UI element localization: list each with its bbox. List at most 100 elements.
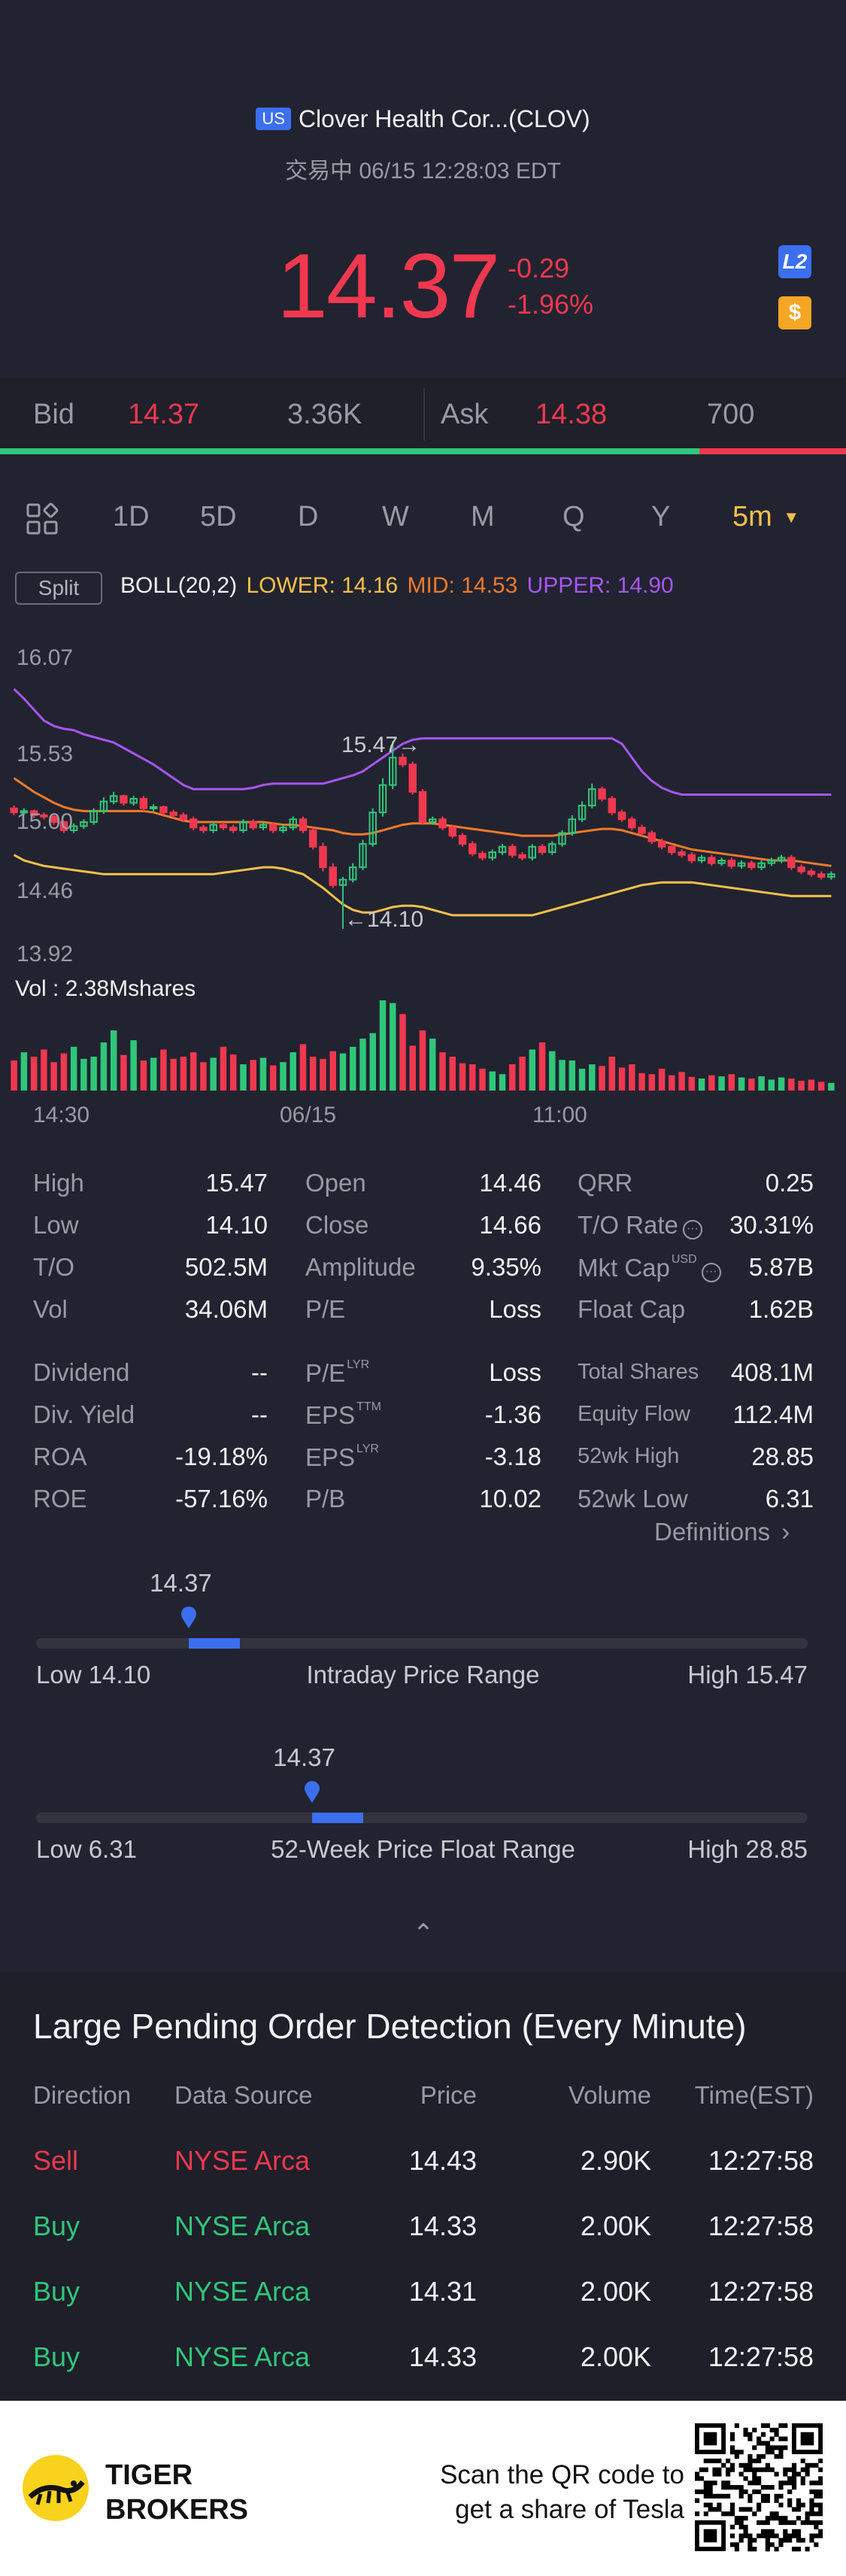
- stat-value: 408.1M: [730, 1358, 814, 1386]
- volume-bar: [828, 1082, 835, 1091]
- candle-body: [289, 818, 297, 829]
- trading-status: 交易中 06/15 12:28:03 EDT: [285, 159, 561, 184]
- candle-body: [438, 818, 447, 829]
- volume-bar: [509, 1064, 516, 1091]
- tab-day[interactable]: D: [298, 501, 319, 532]
- qr-code[interactable]: [695, 2423, 823, 2553]
- candle-body: [149, 806, 158, 809]
- stock-name: Clover Health Cor...(CLOV): [298, 105, 590, 132]
- candle-body: [10, 807, 18, 814]
- price-change: -0.29: [508, 253, 570, 284]
- volume-bar: [549, 1051, 556, 1091]
- dollar-icon[interactable]: $: [778, 296, 811, 329]
- stat-label: Total Shares: [578, 1360, 699, 1384]
- volume-label: Vol : 2.38Mshares: [15, 976, 196, 1001]
- volume-bar: [479, 1068, 486, 1091]
- intraday-range-high: High 15.47: [687, 1661, 808, 1689]
- candle-body: [787, 857, 796, 869]
- orders-cell: NYSE Arca: [174, 2276, 311, 2307]
- volume-bar: [578, 1068, 586, 1091]
- location-pin-icon: [181, 1607, 197, 1628]
- candle-body: [89, 810, 98, 823]
- candle-body: [40, 814, 48, 818]
- volume-bar: [569, 1060, 576, 1091]
- volume-bar: [648, 1074, 656, 1091]
- scan-text: Scan the QR code to get a share of Tesla: [406, 2458, 684, 2527]
- volume-bar: [788, 1079, 795, 1091]
- chevron-up-icon[interactable]: ⌃: [412, 1919, 435, 1948]
- bid-ask-bar[interactable]: [0, 378, 846, 449]
- tab-5d[interactable]: 5D: [200, 501, 237, 532]
- volume-bar: [618, 1067, 626, 1091]
- candle-body: [259, 824, 268, 829]
- orders-header-cell: Time(EST): [694, 2081, 814, 2109]
- candle-body: [279, 827, 287, 831]
- stat-label: 52wk High: [578, 1444, 680, 1468]
- volume-bar: [399, 1014, 406, 1091]
- tab-month[interactable]: M: [471, 501, 495, 532]
- tab-week[interactable]: W: [382, 501, 409, 532]
- candle-body: [80, 821, 88, 827]
- candle-body: [179, 814, 188, 821]
- candle-body: [807, 870, 816, 875]
- candle-body: [638, 827, 646, 834]
- stat-label: Float Cap: [578, 1295, 686, 1323]
- candle-body: [129, 797, 138, 804]
- stat-label: ROA: [33, 1443, 87, 1470]
- candle-body: [268, 824, 277, 831]
- candle-body: [727, 860, 736, 867]
- level2-icon[interactable]: L2: [778, 245, 811, 278]
- volume-bar: [359, 1038, 366, 1091]
- volume-bar: [459, 1063, 466, 1091]
- chevron-down-icon: ▼: [783, 508, 800, 526]
- tab-quarter[interactable]: Q: [562, 501, 585, 532]
- x-label-1: 06/15: [280, 1103, 337, 1127]
- candle-body: [757, 862, 766, 869]
- info-icon[interactable]: ···: [682, 1220, 702, 1239]
- boll-indicator-row[interactable]: BOLL(20,2) LOWER: 14.16 MID: 14.53 UPPER…: [120, 573, 674, 599]
- orders-cell: NYSE Arca: [174, 2210, 311, 2241]
- candle-body: [348, 866, 357, 881]
- orders-cell: Buy: [33, 2210, 80, 2241]
- candle-body: [598, 788, 606, 800]
- week52-range-track: [36, 1813, 808, 1823]
- volume-bar: [429, 1038, 436, 1091]
- volume-bar: [638, 1073, 645, 1091]
- stat-label: T/O Rate ···: [578, 1211, 702, 1239]
- candle-body: [498, 845, 507, 854]
- candle-body: [617, 812, 626, 821]
- chart-layout-icon[interactable]: [26, 502, 59, 536]
- candle-body: [488, 851, 497, 859]
- superscript-tag: LYR: [347, 1358, 370, 1371]
- orders-cell: 2.00K: [580, 2341, 651, 2372]
- stat-value: -19.18%: [175, 1443, 268, 1470]
- week52-range-current-value: 14.37: [273, 1743, 335, 1771]
- tab-5min[interactable]: 5m ▼: [732, 501, 799, 533]
- definitions-link[interactable]: Definitions ›: [654, 1518, 790, 1546]
- volume-bar: [439, 1052, 446, 1091]
- volume-bar: [499, 1074, 506, 1091]
- ask-price: 14.38: [535, 399, 608, 430]
- volume-bar: [280, 1062, 287, 1091]
- stat-value: 10.02: [479, 1485, 541, 1513]
- stat-label: T/O: [33, 1253, 74, 1281]
- volume-bar: [658, 1068, 666, 1091]
- tab-1d[interactable]: 1D: [113, 501, 150, 532]
- orders-cell: Buy: [33, 2276, 80, 2307]
- candle-body: [528, 845, 537, 859]
- info-icon[interactable]: ···: [701, 1263, 721, 1282]
- volume-bar: [559, 1060, 566, 1091]
- volume-bar: [808, 1079, 815, 1091]
- split-button[interactable]: Split: [15, 572, 102, 605]
- candle-body: [408, 763, 417, 793]
- candle-body: [647, 832, 656, 842]
- candle-body: [378, 784, 387, 814]
- tab-year[interactable]: Y: [651, 501, 671, 532]
- orders-cell: 12:27:58: [708, 2341, 814, 2372]
- stat-label: P/E LYR: [305, 1358, 370, 1387]
- candlestick-chart[interactable]: [0, 632, 846, 1113]
- week52-range-high: High 28.85: [687, 1835, 808, 1863]
- x-label-0: 14:30: [33, 1103, 90, 1127]
- candle-body: [29, 810, 38, 816]
- volume-bar: [150, 1057, 157, 1091]
